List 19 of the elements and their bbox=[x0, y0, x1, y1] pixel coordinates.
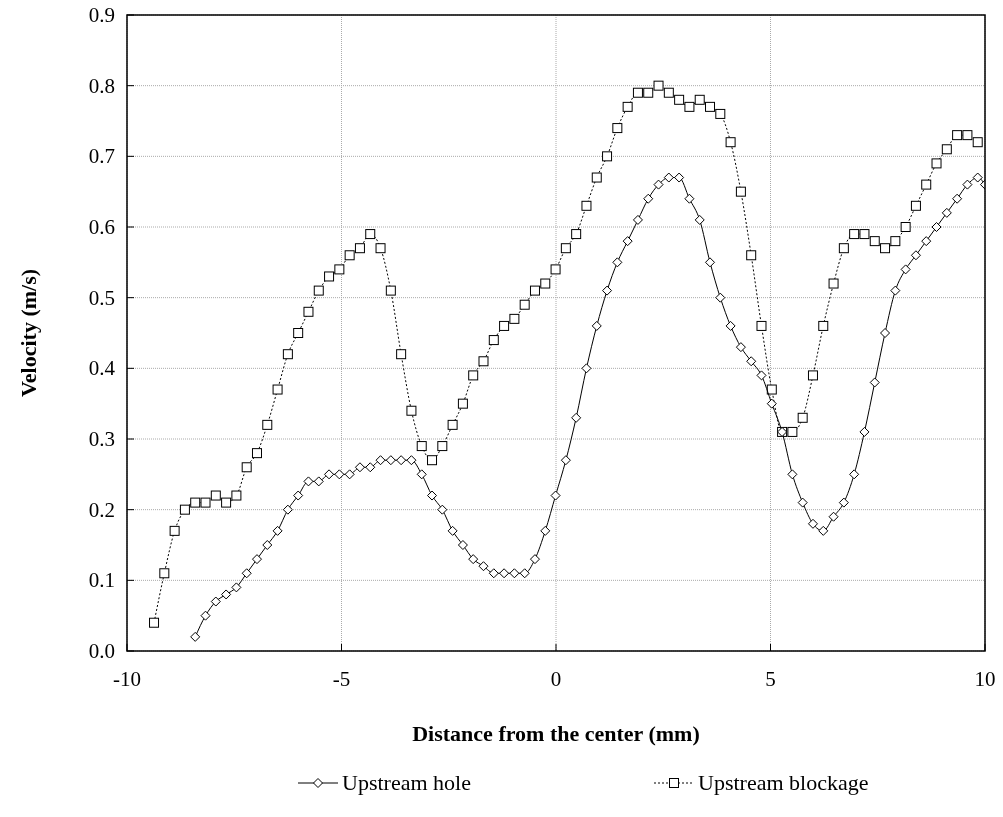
y-tick-label: 0.8 bbox=[88, 73, 115, 98]
x-tick-label: -10 bbox=[113, 667, 141, 691]
x-tick-label: 0 bbox=[550, 667, 562, 691]
y-tick-label: 0.5 bbox=[88, 285, 115, 310]
x-axis-title: Distance from the center (mm) bbox=[412, 721, 700, 746]
y-tick-label: 0.0 bbox=[88, 639, 115, 663]
legend-label: Upstream hole bbox=[342, 770, 471, 795]
x-tick-label: 5 bbox=[765, 667, 776, 691]
y-tick-label: 0.7 bbox=[88, 144, 115, 169]
y-tick-label: 0.9 bbox=[88, 3, 115, 27]
legend-label: Upstream blockage bbox=[698, 770, 869, 795]
y-tick-label: 0.2 bbox=[88, 497, 115, 522]
y-tick-label: 0.4 bbox=[88, 356, 116, 381]
y-tick-label: 0.3 bbox=[88, 427, 115, 451]
y-tick-label: 0.6 bbox=[88, 215, 115, 239]
y-axis-title: Velocity (m/s) bbox=[16, 268, 41, 398]
x-tick-label: -5 bbox=[332, 667, 351, 691]
y-tick-label: 0.1 bbox=[88, 568, 115, 593]
x-tick-label: 10 bbox=[974, 667, 996, 691]
